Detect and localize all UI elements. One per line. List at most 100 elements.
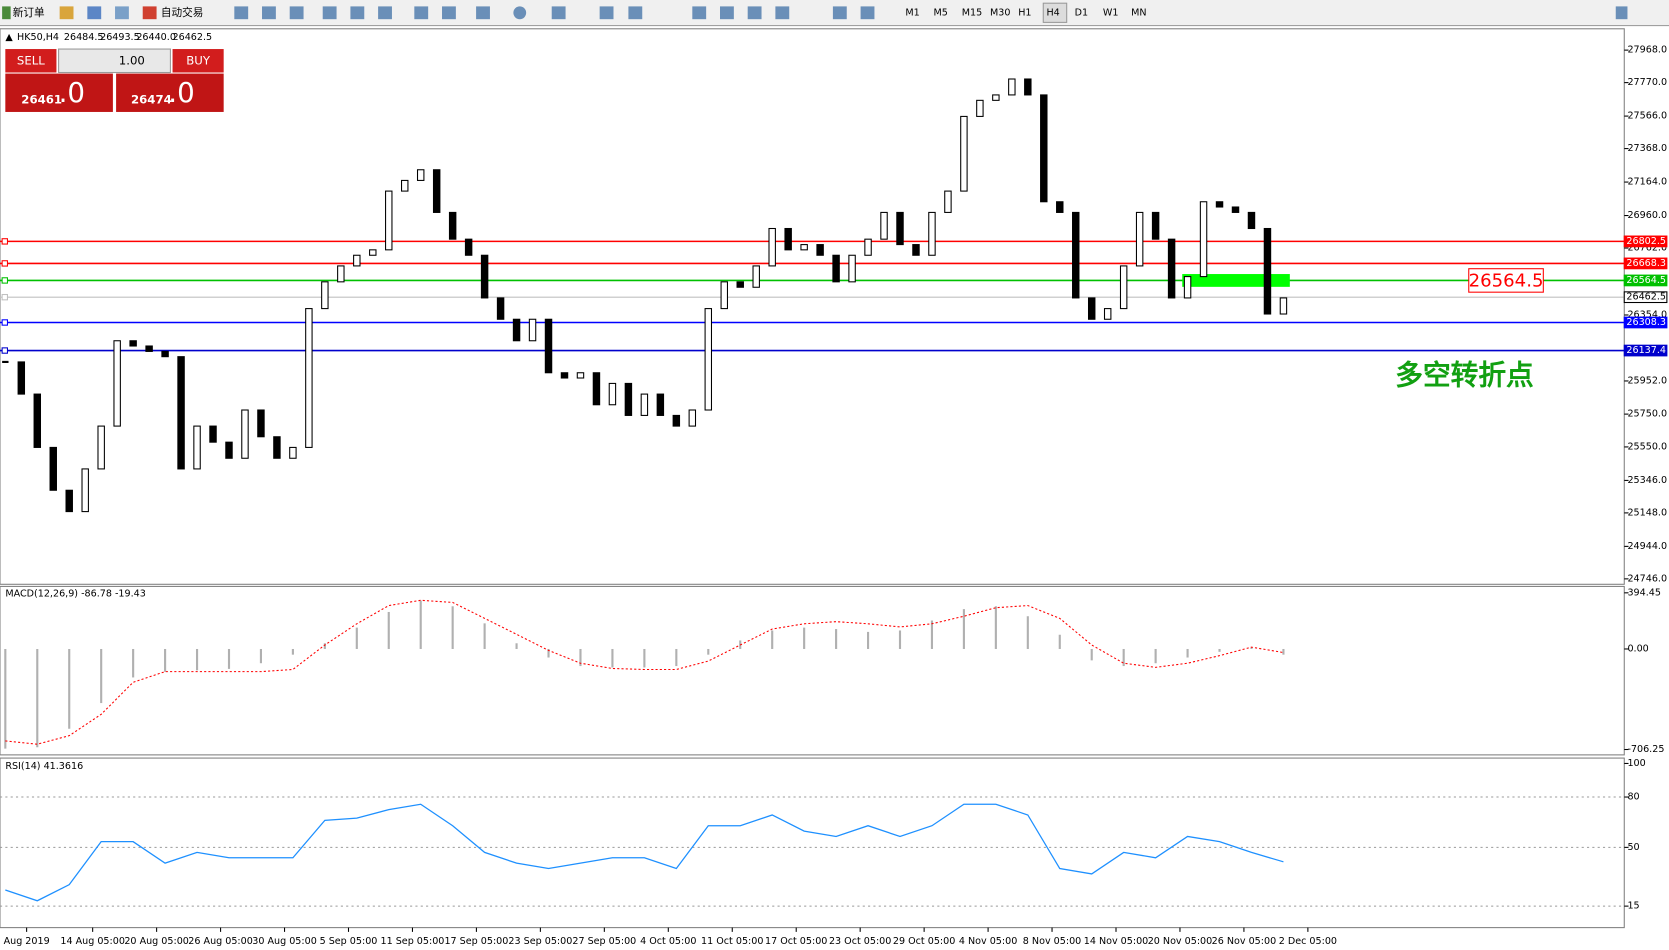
header-arrow: ▲ [5,32,13,43]
y-tick-label: 25750.0 [1627,409,1667,420]
candle [1056,201,1064,213]
candle [480,254,489,299]
level-label: 26668.3 [1626,258,1666,269]
level-label-box [1623,291,1668,304]
toolbar-icon[interactable] [289,6,304,20]
level-marker [1,347,8,354]
candle [848,254,856,283]
x-tick-label: 11 Oct 05:00 [701,936,763,947]
timeframe-button[interactable]: M30 [990,7,1010,18]
buy-price: 26474 [131,93,172,107]
candle [560,372,569,379]
level-label-box [1623,344,1668,357]
x-tick-label: 26 Nov 05:00 [1212,936,1277,947]
timeframe-button[interactable]: M5 [934,7,948,18]
timeframe-button[interactable]: H4 [1046,7,1059,18]
candle [576,372,585,379]
toolbar-icon[interactable] [551,6,566,20]
toolbar-icon[interactable] [860,6,875,20]
candle [385,190,393,251]
candle [193,425,201,470]
annotation-text: 多空转折点 [1395,358,1533,391]
toolbar-icon[interactable] [350,6,365,20]
toolbar-icon[interactable] [692,6,707,20]
toolbar-icon[interactable] [832,6,847,20]
toolbar-icon[interactable] [59,6,74,20]
toolbar-icon[interactable] [476,6,490,20]
candle [97,425,105,470]
auto-trading-button[interactable]: 自动交易 [161,6,204,19]
timeframe-button[interactable]: MN [1131,7,1146,18]
toolbar-icon[interactable] [378,6,392,20]
candle [1231,206,1240,213]
candle [752,265,760,288]
sell-button[interactable] [5,49,57,73]
candle [608,382,617,406]
toolbar-icon[interactable] [775,6,790,20]
candle [1247,211,1256,230]
toolbar-icon[interactable] [115,6,129,20]
annotation-price: 26564.5 [1469,271,1544,292]
buy-button[interactable] [172,49,224,73]
candle [1040,94,1048,203]
header-close: 26462.5 [173,32,213,43]
buy-price-box[interactable] [116,73,224,112]
x-tick-label: 14 Nov 05:00 [1084,936,1149,947]
x-tick-label: 8 Nov 05:00 [1023,936,1081,947]
candle [1008,78,1016,96]
x-tick-label: 29 Oct 05:00 [893,936,955,947]
toolbar-icon[interactable] [414,6,429,20]
candle [704,308,713,411]
candle [337,265,345,283]
timeframe-button[interactable]: W1 [1103,7,1119,18]
toolbar-icon[interactable] [234,6,249,20]
candle [273,436,281,459]
buy-label[interactable]: BUY [186,53,211,67]
toolbar-icon[interactable] [599,6,614,20]
y-tick-label: 25952.0 [1627,375,1667,386]
toolbar-icon[interactable] [513,6,527,20]
candle [129,340,137,347]
timeframe-button[interactable]: M1 [905,7,919,18]
new-order-icon[interactable] [2,6,11,20]
candle [1215,201,1224,208]
toolbar-icon[interactable] [442,6,456,20]
timeframe-button[interactable]: D1 [1075,7,1088,18]
auto-trading-icon[interactable] [142,6,157,20]
y-tick-label: 25346.0 [1627,475,1667,486]
sell-label[interactable]: SELL [17,53,45,67]
search-icon[interactable] [1615,6,1628,20]
candle [1167,238,1176,299]
candle [305,308,313,448]
toolbar-icon[interactable] [322,6,337,20]
x-tick-label: 23 Oct 05:00 [829,936,891,947]
toolbar-icon[interactable] [262,6,276,20]
toolbar-icon[interactable] [720,6,734,20]
macd-panel [0,585,1625,756]
candle [1072,211,1080,299]
level-label: 26308.3 [1626,317,1666,328]
lot-value[interactable]: 1.00 [119,53,145,67]
toolbar-icon[interactable] [747,6,762,20]
level-marker [1,238,8,245]
x-tick-label: Aug 2019 [4,936,50,947]
new-order-button[interactable]: 新订单 [13,6,45,19]
header-high: 26493.5 [100,32,140,43]
candle [768,227,776,267]
toolbar-icon[interactable] [628,6,643,20]
sell-fraction: .0 [59,76,85,109]
rsi-title: RSI(14) 41.3616 [5,761,83,772]
candle [944,190,952,213]
level-label: 26564.5 [1626,275,1666,286]
y-tick-label: 0.00 [1627,643,1648,654]
toolbar-icon[interactable] [87,6,102,20]
candle [161,350,169,358]
sell-price-box[interactable] [5,73,113,112]
timeframe-button[interactable]: H1 [1018,7,1031,18]
x-tick-label: 23 Sep 05:00 [508,936,572,947]
level-label: 26802.5 [1626,236,1666,247]
x-tick-label: 27 Sep 05:00 [572,936,636,947]
x-tick-label: 20 Aug 05:00 [124,936,189,947]
lot-field[interactable] [58,48,171,74]
timeframe-button[interactable]: M15 [962,7,982,18]
